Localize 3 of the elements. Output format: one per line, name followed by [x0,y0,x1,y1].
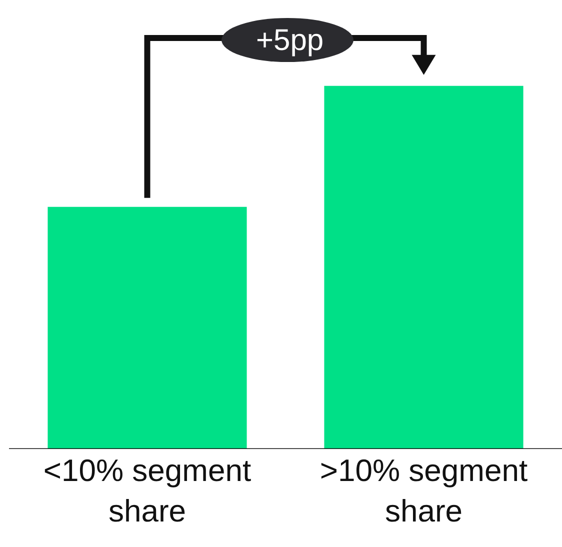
text: +5pp [256,24,324,57]
x-tick-label: >10% segment share [320,453,528,528]
x-tick-label: <10% segment share [43,453,252,528]
